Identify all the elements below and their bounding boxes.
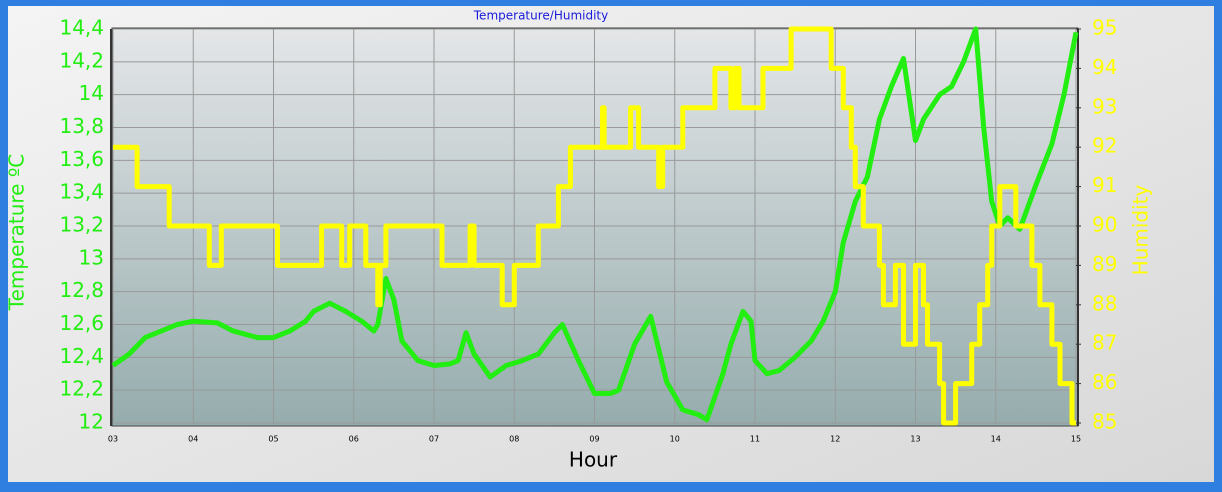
y2-tick-label: 93 — [1092, 94, 1117, 118]
y2-tick-label: 86 — [1092, 370, 1117, 394]
y-tick-label: 14,4 — [59, 16, 104, 40]
y-tick-label: 12,8 — [59, 278, 104, 302]
x-tick-label: 05 — [268, 435, 278, 444]
y-tick-label: 13,8 — [59, 114, 104, 138]
y2-tick-label: 89 — [1092, 252, 1117, 276]
y2-tick-label: 91 — [1092, 173, 1117, 197]
y-tick-label: 12,6 — [59, 311, 104, 335]
y-tick-label: 12,2 — [59, 377, 104, 401]
y2-tick-label: 94 — [1092, 55, 1117, 79]
y2-tick-label: 90 — [1092, 213, 1117, 237]
chart-title: Temperature/Humidity — [473, 9, 608, 23]
y2-axis-label: Humidity — [1129, 184, 1153, 275]
y2-tick-label: 85 — [1092, 410, 1117, 434]
x-tick-label: 04 — [188, 435, 198, 444]
x-tick-label: 13 — [910, 435, 920, 444]
x-tick-label: 11 — [750, 435, 760, 444]
x-axis-label: Hour — [569, 448, 618, 472]
x-tick-label: 10 — [670, 435, 680, 444]
series-line — [111, 26, 1079, 423]
x-tick-label: 14 — [991, 435, 1001, 444]
series-line — [113, 26, 1076, 426]
y2-tick-label: 87 — [1092, 331, 1117, 355]
y2-tick-label: 95 — [1092, 16, 1117, 40]
y-tick-label: 13,4 — [59, 180, 104, 204]
y-tick-label: 12,4 — [59, 344, 104, 368]
y-tick-label: 14 — [79, 81, 104, 105]
x-tick-label: 03 — [108, 435, 118, 444]
y-tick-label: 14,2 — [59, 48, 104, 72]
x-tick-label: 15 — [1071, 435, 1081, 444]
y-tick-label: 13,6 — [59, 147, 104, 171]
x-tick-label: 09 — [589, 435, 599, 444]
y2-tick-label: 92 — [1092, 134, 1117, 158]
y-tick-label: 12 — [79, 410, 104, 434]
y-tick-label: 13 — [79, 245, 104, 269]
y2-tick-label: 88 — [1092, 291, 1117, 315]
x-tick-label: 06 — [349, 435, 359, 444]
x-tick-label: 08 — [509, 435, 519, 444]
y-axis-label: Temperature ºC — [5, 154, 29, 311]
y-tick-label: 13,2 — [59, 213, 104, 237]
x-tick-label: 07 — [429, 435, 439, 444]
x-tick-label: 12 — [830, 435, 840, 444]
